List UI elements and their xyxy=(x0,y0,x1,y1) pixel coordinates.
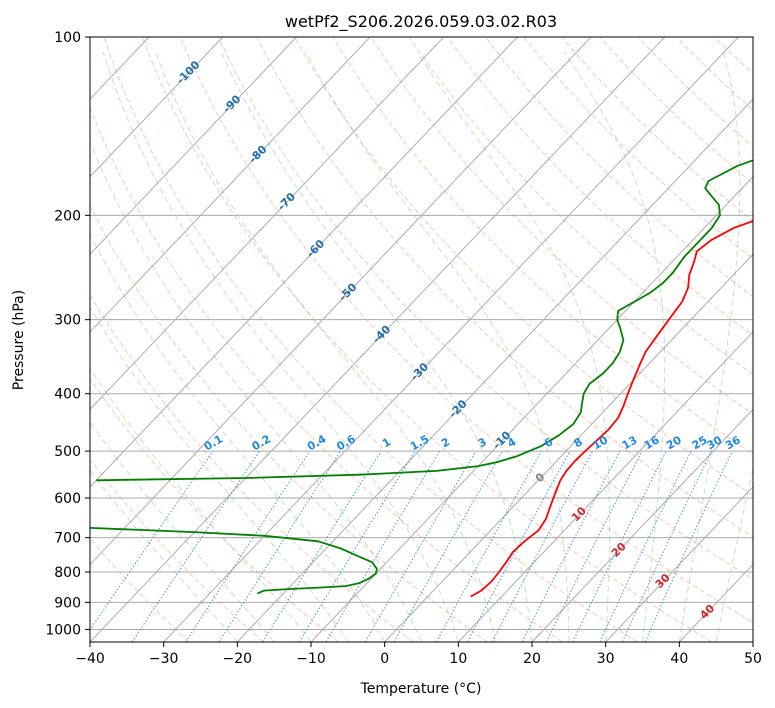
moist-adiabat-line xyxy=(220,51,533,642)
moist-adiabats xyxy=(90,51,753,642)
plot-frame xyxy=(89,36,754,643)
moist-adiabat-line xyxy=(90,469,238,642)
isotherm-line xyxy=(163,37,739,642)
moist-adiabat-line xyxy=(715,467,753,642)
mixing-ratio-line xyxy=(467,450,571,642)
dry-adiabat-line xyxy=(408,37,753,375)
mixing-ratio-line xyxy=(521,450,621,642)
isotherm-line xyxy=(90,37,445,411)
y-tick-label: 1000 xyxy=(45,622,81,638)
moist-adiabat-line xyxy=(90,421,275,642)
mixing-ratio-line xyxy=(644,450,733,642)
y-tick-label: 100 xyxy=(54,30,81,46)
sounding-profiles xyxy=(90,159,753,598)
dry-adiabat-line xyxy=(90,204,488,642)
isotherm-line xyxy=(90,37,371,333)
y-axis-ticks: 100 200 300 400 500 600 700 800 900 1000 xyxy=(45,30,90,638)
moist-adiabat-line xyxy=(90,233,386,642)
isotherm-line xyxy=(236,98,753,642)
isotherm-line xyxy=(457,331,753,642)
mixing-ratio-line xyxy=(185,450,311,642)
moist-adiabat-line xyxy=(305,51,570,642)
mixing-ratio-line xyxy=(298,450,416,642)
dry-adiabat-line xyxy=(90,293,414,642)
dry-adiabat-line xyxy=(637,37,753,148)
moist-adiabat-line xyxy=(155,51,496,642)
moist-adiabat-line xyxy=(416,51,611,642)
isobar-lines xyxy=(90,37,753,630)
dry-adiabat-line xyxy=(217,37,753,580)
isotherm-line xyxy=(90,37,224,178)
isotherm-line xyxy=(384,253,753,642)
moist-adiabat-line xyxy=(102,51,459,642)
isotherm-line xyxy=(90,37,592,566)
x-tick-label: −10 xyxy=(296,651,326,667)
chart-title: wetPf2_S206.2026.059.03.02.R03 xyxy=(285,12,557,32)
y-axis-label: Pressure (hPa) xyxy=(11,290,27,390)
moist-adiabat-line xyxy=(90,367,312,642)
mixing-ratio-line xyxy=(262,450,382,642)
isotherm-line xyxy=(90,37,518,488)
x-tick-label: 30 xyxy=(597,651,615,667)
y-tick-label: 600 xyxy=(54,491,81,507)
moist-adiabat-line xyxy=(90,306,349,642)
moist-adiabat-line xyxy=(90,140,422,642)
dry-adiabat-line xyxy=(141,37,712,642)
mixing-ratio-line xyxy=(435,450,542,642)
y-tick-label: 300 xyxy=(54,313,81,329)
mixing-ratio-line xyxy=(621,450,712,642)
x-tick-label: 0 xyxy=(380,651,389,667)
x-tick-label: 20 xyxy=(523,651,541,667)
y-tick-label: 200 xyxy=(54,208,81,224)
x-tick-label: 40 xyxy=(670,651,688,667)
dry-adiabat-line xyxy=(561,37,753,222)
x-axis-label: Temperature (°C) xyxy=(360,681,482,697)
x-axis-ticks: −40 −30 −20 −10 0 10 20 30 40 50 xyxy=(75,642,762,667)
dry-adiabat-line xyxy=(90,377,339,642)
isotherm-line xyxy=(605,486,753,642)
sounding-line-dewpoint xyxy=(90,527,378,595)
x-tick-label: −40 xyxy=(75,651,105,667)
dry-adiabat-line xyxy=(599,37,753,185)
dry-adiabats xyxy=(90,37,753,642)
x-tick-label: 50 xyxy=(744,651,762,667)
mixing-ratio-line xyxy=(599,450,692,642)
mixing-ratio-line xyxy=(90,450,214,631)
mixing-ratio-line xyxy=(131,450,261,642)
dry-adiabat-line xyxy=(523,37,753,260)
y-tick-label: 900 xyxy=(54,595,81,611)
y-tick-label: 400 xyxy=(54,387,81,403)
mixing-ratio-line xyxy=(491,450,594,642)
dry-adiabat-line xyxy=(294,37,753,496)
dry-adiabat-line xyxy=(90,458,264,642)
x-tick-label: −30 xyxy=(149,651,179,667)
moist-adiabat-line xyxy=(563,51,666,642)
x-tick-label: 10 xyxy=(449,651,467,667)
mixing-ratio-line xyxy=(218,450,341,642)
y-tick-label: 800 xyxy=(54,565,81,581)
y-tick-label: 500 xyxy=(54,444,81,460)
isotherm-line xyxy=(90,37,297,256)
sounding-line-temperature xyxy=(470,220,753,598)
dry-adiabat-line xyxy=(90,106,563,642)
isotherm-line xyxy=(90,37,666,642)
isotherm-line xyxy=(310,176,753,642)
dry-adiabat-line xyxy=(485,37,753,298)
mixing-ratio-line xyxy=(393,450,503,642)
mixing-ratio-line xyxy=(545,450,643,642)
dry-adiabat-line xyxy=(179,37,753,623)
sounding-line-dewpoint xyxy=(96,159,753,482)
mixing-ratio-lines xyxy=(90,450,733,642)
x-tick-label: −20 xyxy=(223,651,253,667)
moist-adiabat-line xyxy=(678,51,741,642)
isotherm-line xyxy=(531,408,753,642)
isotherm-lines xyxy=(90,37,753,642)
y-tick-label: 700 xyxy=(54,531,81,547)
dry-adiabat-line xyxy=(370,37,753,415)
dry-adiabat-line xyxy=(332,37,753,455)
mixing-ratio-line xyxy=(325,450,441,642)
